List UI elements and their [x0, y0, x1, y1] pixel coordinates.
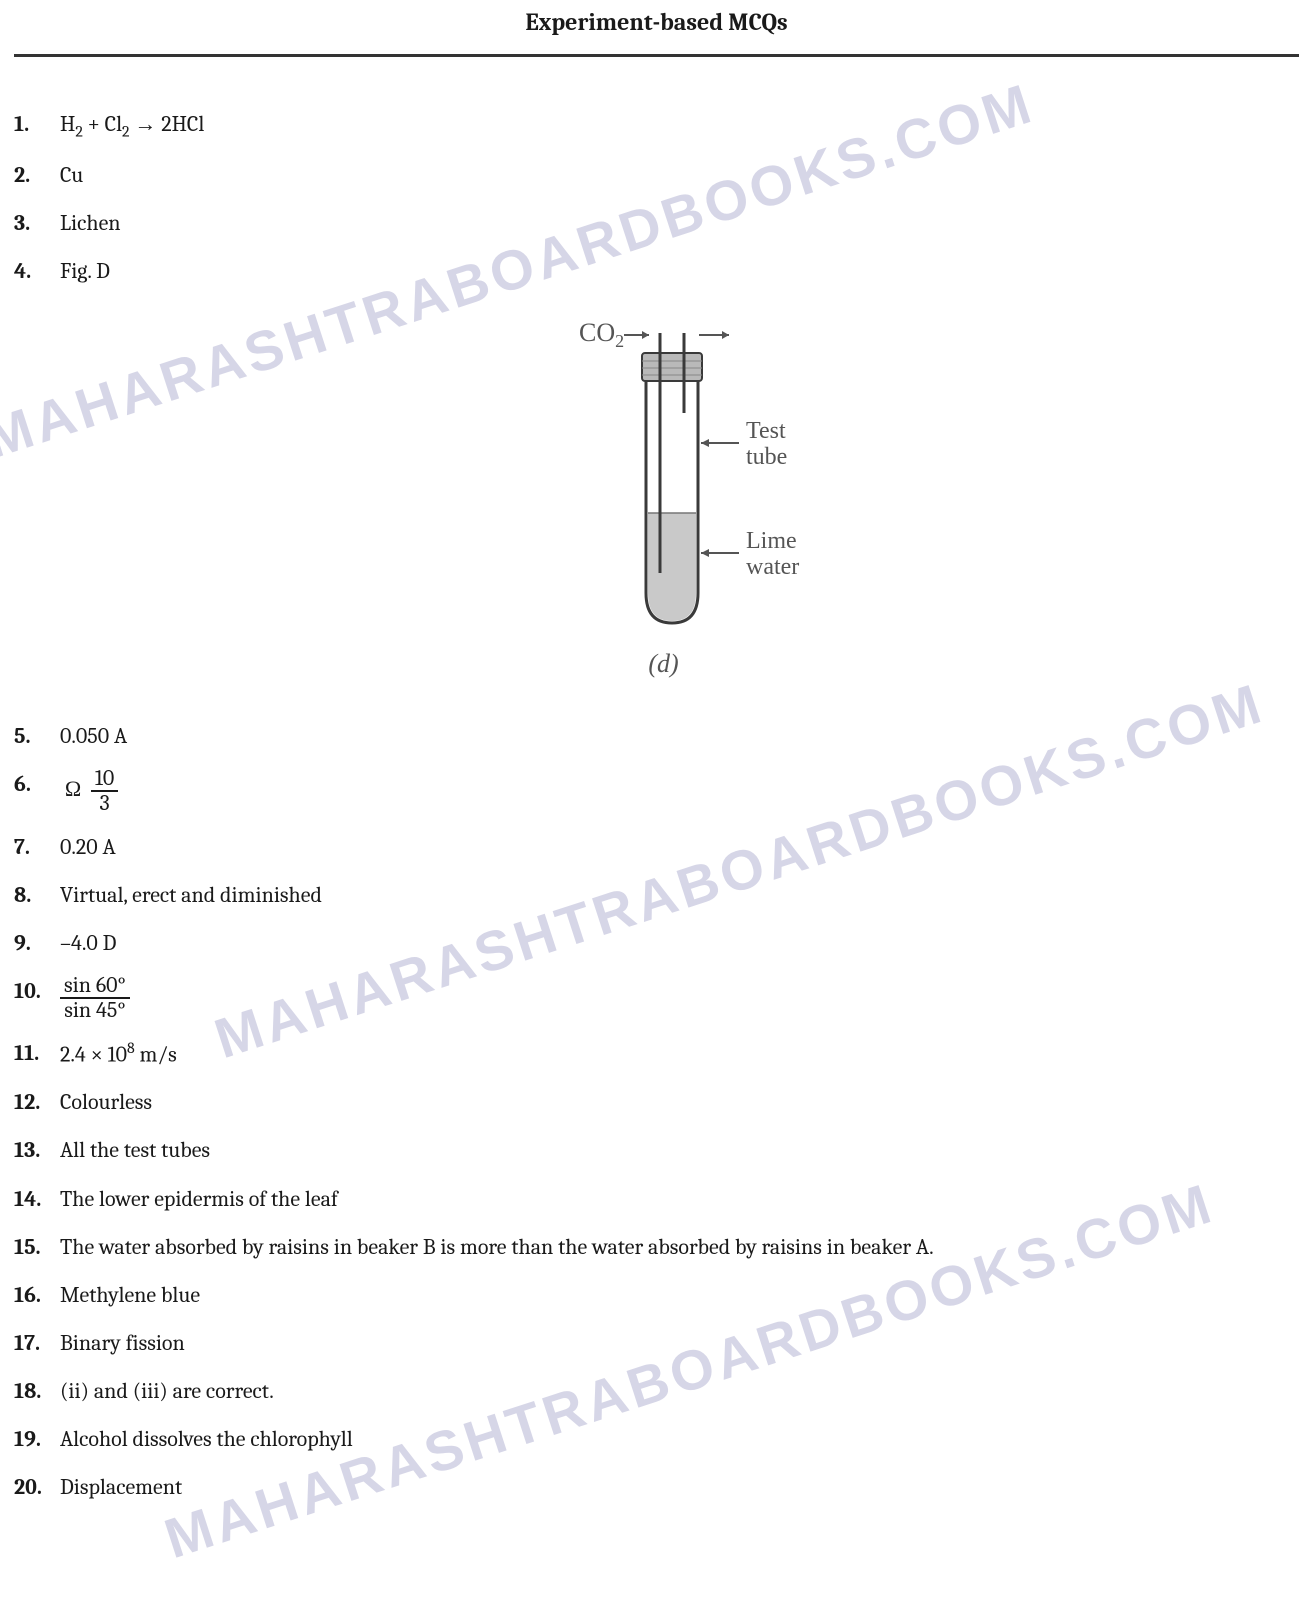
answer-1: 1. H2 + Cl2 → 2HCl — [14, 107, 1313, 144]
answer-number: 4. — [14, 254, 60, 288]
answer-text: 2.4 × 108 m/s — [60, 1036, 1313, 1071]
answer-20: 20. Displacement — [14, 1470, 1313, 1504]
answer-number: 7. — [14, 830, 60, 864]
answer-text: sin 60°sin 45° — [60, 974, 1313, 1022]
answer-8: 8. Virtual, erect and diminished — [14, 878, 1313, 912]
answer-text: Ω 103 — [60, 767, 1313, 815]
answer-number: 17. — [14, 1326, 60, 1360]
answer-6: 6. Ω 103 — [14, 767, 1313, 815]
answer-text: Colourless — [60, 1085, 1313, 1119]
answer-4: 4. Fig. D — [14, 254, 1313, 288]
answer-number: 11. — [14, 1036, 60, 1070]
answer-7: 7. 0.20 A — [14, 830, 1313, 864]
answer-text: Fig. D — [60, 254, 1313, 288]
answer-text: The water absorbed by raisins in beaker … — [60, 1230, 1313, 1264]
answer-text: H2 + Cl2 → 2HCl — [60, 107, 1313, 144]
answer-number: 12. — [14, 1085, 60, 1119]
answer-9: 9. –4.0 D — [14, 926, 1313, 960]
answer-14: 14. The lower epidermis of the leaf — [14, 1182, 1313, 1216]
answer-3: 3. Lichen — [14, 206, 1313, 240]
answer-19: 19. Alcohol dissolves the chlorophyll — [14, 1422, 1313, 1456]
answer-number: 8. — [14, 878, 60, 912]
answer-number: 16. — [14, 1278, 60, 1312]
answer-number: 1. — [14, 107, 60, 141]
answer-number: 15. — [14, 1230, 60, 1264]
page-title: Experiment-based MCQs — [0, 8, 1313, 36]
answer-17: 17. Binary fission — [14, 1326, 1313, 1360]
answer-text: 0.20 A — [60, 830, 1313, 864]
answer-text: 0.050 A — [60, 719, 1313, 753]
answer-13: 13. All the test tubes — [14, 1133, 1313, 1167]
lime-water-label: Lime water — [746, 528, 803, 580]
test-tube-svg: CO2 Test tub — [484, 313, 844, 633]
answer-text: Methylene blue — [60, 1278, 1313, 1312]
answer-2: 2. Cu — [14, 158, 1313, 192]
answer-text: Displacement — [60, 1470, 1313, 1504]
answer-number: 9. — [14, 926, 60, 960]
answer-number: 13. — [14, 1133, 60, 1167]
answer-text: Lichen — [60, 206, 1313, 240]
answer-16: 16. Methylene blue — [14, 1278, 1313, 1312]
answer-number: 19. — [14, 1422, 60, 1456]
answer-number: 10. — [14, 974, 60, 1008]
test-tube-label: Test tube — [746, 418, 792, 470]
answer-text: –4.0 D — [60, 926, 1313, 960]
answer-number: 20. — [14, 1470, 60, 1504]
answer-text: Binary fission — [60, 1326, 1313, 1360]
diagram-caption: (d) — [14, 649, 1313, 679]
answer-number: 2. — [14, 158, 60, 192]
co2-label: CO2 — [579, 318, 624, 351]
answer-18: 18. (ii) and (iii) are correct. — [14, 1374, 1313, 1408]
answer-number: 3. — [14, 206, 60, 240]
answer-text: All the test tubes — [60, 1133, 1313, 1167]
answer-text: (ii) and (iii) are correct. — [60, 1374, 1313, 1408]
answer-11: 11. 2.4 × 108 m/s — [14, 1036, 1313, 1071]
answer-number: 18. — [14, 1374, 60, 1408]
test-tube-diagram: CO2 Test tub — [14, 313, 1313, 679]
answers-list: 1. H2 + Cl2 → 2HCl 2. Cu 3. Lichen 4. Fi… — [0, 107, 1313, 1504]
answer-text: Cu — [60, 158, 1313, 192]
answer-5: 5. 0.050 A — [14, 719, 1313, 753]
answer-text: The lower epidermis of the leaf — [60, 1182, 1313, 1216]
answer-number: 5. — [14, 719, 60, 753]
answer-text: Virtual, erect and diminished — [60, 878, 1313, 912]
answer-15: 15. The water absorbed by raisins in bea… — [14, 1230, 1313, 1264]
answer-number: 14. — [14, 1182, 60, 1216]
divider — [14, 54, 1299, 57]
answer-text: Alcohol dissolves the chlorophyll — [60, 1422, 1313, 1456]
answer-10: 10. sin 60°sin 45° — [14, 974, 1313, 1022]
answer-12: 12. Colourless — [14, 1085, 1313, 1119]
answer-number: 6. — [14, 767, 60, 801]
